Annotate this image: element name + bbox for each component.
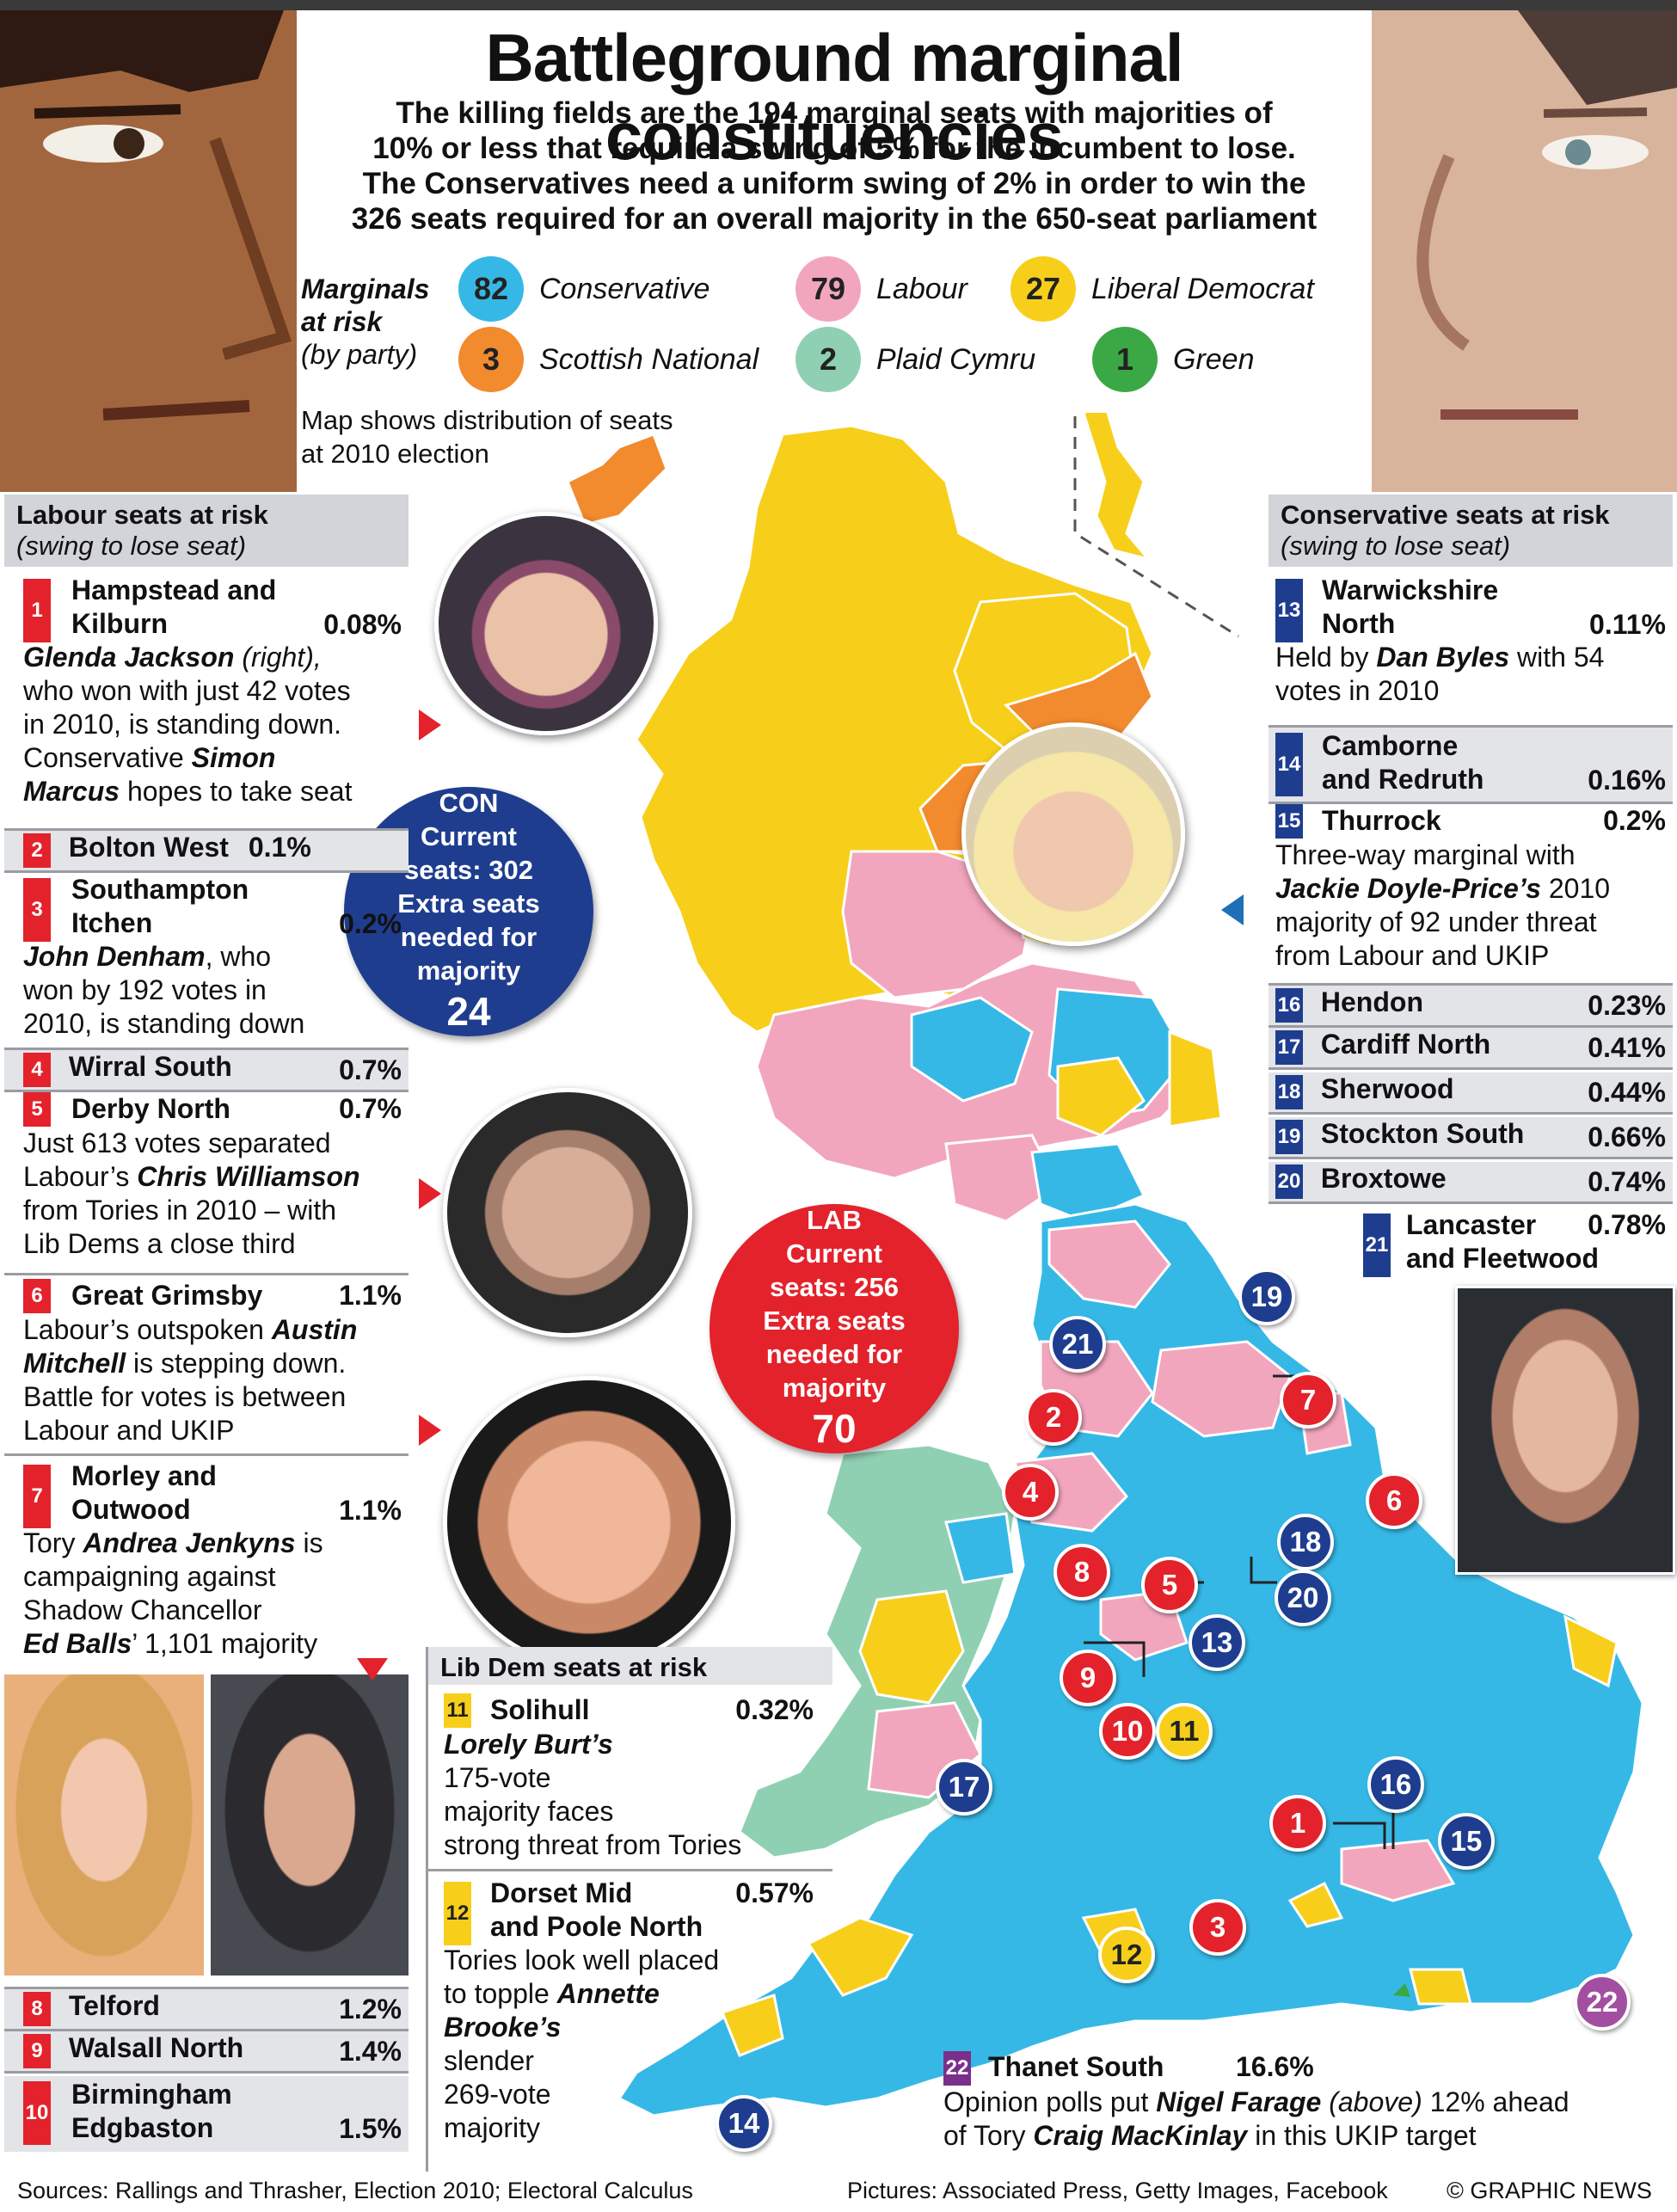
map-marker-13: 13 xyxy=(1189,1614,1245,1671)
map-marker-14: 14 xyxy=(716,2095,772,2152)
con-extra-seats-number: 24 xyxy=(446,989,491,1035)
conservative-seat-14: 14 Camborne and Redruth 0.16% xyxy=(1268,725,1673,804)
pointer-arrow-icon xyxy=(357,1658,388,1681)
labour-seat-3: 3 Southampton Itchen 0.2% John Denham, w… xyxy=(23,874,402,1040)
portrait-jackie-doyle-price xyxy=(961,722,1185,946)
libdem-panel-heading: Lib Dem seats at risk xyxy=(428,1647,832,1685)
pointer-arrow-icon xyxy=(419,710,441,740)
conservative-seat-20: 20 Broxtowe 0.74% xyxy=(1268,1162,1673,1204)
ukip-seat-22: 22 Thanet South 16.6% Opinion polls put … xyxy=(943,2051,1570,2152)
libdem-count: 27 xyxy=(1010,256,1076,322)
labour-seat-10: 10 Birmingham Edgbaston 1.5% xyxy=(4,2076,408,2152)
graphic-news-credit: © GRAPHIC NEWS xyxy=(1447,2178,1652,2203)
conservative-seat-16: 16 Hendon 0.23% xyxy=(1268,983,1673,1028)
map-marker-5: 5 xyxy=(1141,1557,1198,1613)
labour-seat-8: 8 Telford 1.2% xyxy=(4,1987,408,2031)
labour-seat-7: 7 Morley and Outwood 1.1% Tory Andrea Je… xyxy=(4,1453,408,1661)
legend-item-labour: 79 Labour xyxy=(796,256,968,322)
top-rule xyxy=(0,0,1677,10)
portrait-austin-mitchell xyxy=(443,1376,735,1668)
pointer-arrow-icon xyxy=(419,1178,441,1209)
labour-seat-2: 2 Bolton West 0.1% xyxy=(4,828,408,873)
map-marker-11: 11 xyxy=(1156,1703,1213,1760)
labour-seat-1: 1 Hampstead and Kilburn 0.08% Glenda Jac… xyxy=(23,575,402,808)
legend-title: Marginals at risk (by party) xyxy=(301,273,430,370)
map-marker-1: 1 xyxy=(1269,1795,1326,1852)
map-marker-3: 3 xyxy=(1189,1899,1246,1956)
portrait-glenda-jackson xyxy=(434,512,658,735)
map-marker-7: 7 xyxy=(1280,1372,1336,1429)
conservative-count: 82 xyxy=(458,256,524,322)
right-leader-portrait xyxy=(1372,10,1677,492)
map-marker-10: 10 xyxy=(1099,1703,1156,1760)
labour-seat-5: 5 Derby North 0.7% Just 613 votes separa… xyxy=(23,1092,402,1260)
conservative-seat-15: 15 Thurrock 0.2% Three-way marginal with… xyxy=(1275,804,1666,972)
map-marker-21: 21 xyxy=(1049,1316,1106,1373)
legend-item-snp: 3 Scottish National xyxy=(458,327,759,392)
pointer-arrow-icon xyxy=(1221,894,1244,925)
legend-item-libdem: 27 Liberal Democrat xyxy=(1010,256,1314,322)
portrait-chris-williamson xyxy=(443,1088,692,1337)
map-marker-15: 15 xyxy=(1438,1813,1495,1870)
map-marker-4: 4 xyxy=(1002,1464,1059,1521)
libdem-panel: Lib Dem seats at risk 11 Solihull 0.32% … xyxy=(426,1647,832,2172)
labour-panel: Labour seats at risk (swing to lose seat… xyxy=(4,495,408,2176)
libdem-seat-12: 12 Dorset Mid and Poole North 0.57% Tori… xyxy=(428,1869,832,2145)
conservative-seat-17: 17 Cardiff North 0.41% xyxy=(1268,1028,1673,1070)
labour-count: 79 xyxy=(796,256,861,322)
conservative-seat-19: 19 Stockton South 0.66% xyxy=(1268,1117,1673,1159)
left-leader-portrait xyxy=(0,10,297,492)
portrait-andrea-jenkyns xyxy=(4,1674,204,1975)
map-marker-12: 12 xyxy=(1098,1926,1155,1983)
map-marker-16: 16 xyxy=(1367,1756,1424,1813)
legend-item-green: 1 Green xyxy=(1092,327,1255,392)
lab-extra-seats-number: 70 xyxy=(812,1406,857,1452)
conservative-seat-18: 18 Sherwood 0.44% xyxy=(1268,1072,1673,1115)
labour-seat-6: 6 Great Grimsby 1.1% Labour’s outspoken … xyxy=(4,1273,408,1447)
map-note: Map shows distribution of seats at 2010 … xyxy=(301,405,673,469)
intro-text: The killing fields are the 194 marginal … xyxy=(351,96,1318,236)
labour-seat-4: 4 Wirral South 0.7% xyxy=(4,1048,408,1092)
legend-item-conservative: 82 Conservative xyxy=(458,256,710,322)
portrait-ed-balls xyxy=(211,1674,408,1975)
map-marker-20: 20 xyxy=(1275,1570,1331,1626)
map-marker-19: 19 xyxy=(1238,1269,1295,1325)
portrait-nigel-farage xyxy=(1455,1286,1675,1575)
snp-count: 3 xyxy=(458,327,524,392)
map-marker-6: 6 xyxy=(1366,1472,1422,1529)
libdem-seat-11: 11 Solihull 0.32% Lorely Burt’s 175-vote… xyxy=(444,1693,814,1861)
map-marker-9: 9 xyxy=(1060,1650,1116,1706)
conservative-seat-21: 21 Lancaster 0.78% and Fleetwood xyxy=(1363,1208,1673,1277)
map-marker-2: 2 xyxy=(1025,1389,1082,1446)
page-title: Battleground marginal constituencies xyxy=(485,20,1183,174)
con-seats-bubble: CON Current seats: 302 Extra seats neede… xyxy=(344,787,593,1036)
labour-panel-heading: Labour seats at risk (swing to lose seat… xyxy=(4,495,408,567)
map-marker-17: 17 xyxy=(936,1759,992,1816)
legend-item-plaid: 2 Plaid Cymru xyxy=(796,327,1035,392)
map-marker-22: 22 xyxy=(1574,1974,1631,2031)
conservative-panel-heading: Conservative seats at risk (swing to los… xyxy=(1268,495,1673,567)
labour-seat-9: 9 Walsall North 1.4% xyxy=(4,2031,408,2074)
pictures-credit: Pictures: Associated Press, Getty Images… xyxy=(847,2178,1388,2203)
plaid-count: 2 xyxy=(796,327,861,392)
map-marker-8: 8 xyxy=(1054,1544,1110,1601)
pointer-arrow-icon xyxy=(419,1415,441,1446)
conservative-panel: Conservative seats at risk (swing to los… xyxy=(1268,495,1673,1277)
lab-seats-bubble: LAB Current seats: 256 Extra seats neede… xyxy=(710,1204,959,1453)
sources-credit: Sources: Rallings and Thrasher, Election… xyxy=(17,2178,693,2203)
green-count: 1 xyxy=(1092,327,1158,392)
conservative-seat-13: 13 Warwickshire North 0.11% Held by Dan … xyxy=(1275,575,1666,707)
map-marker-18: 18 xyxy=(1277,1514,1334,1570)
